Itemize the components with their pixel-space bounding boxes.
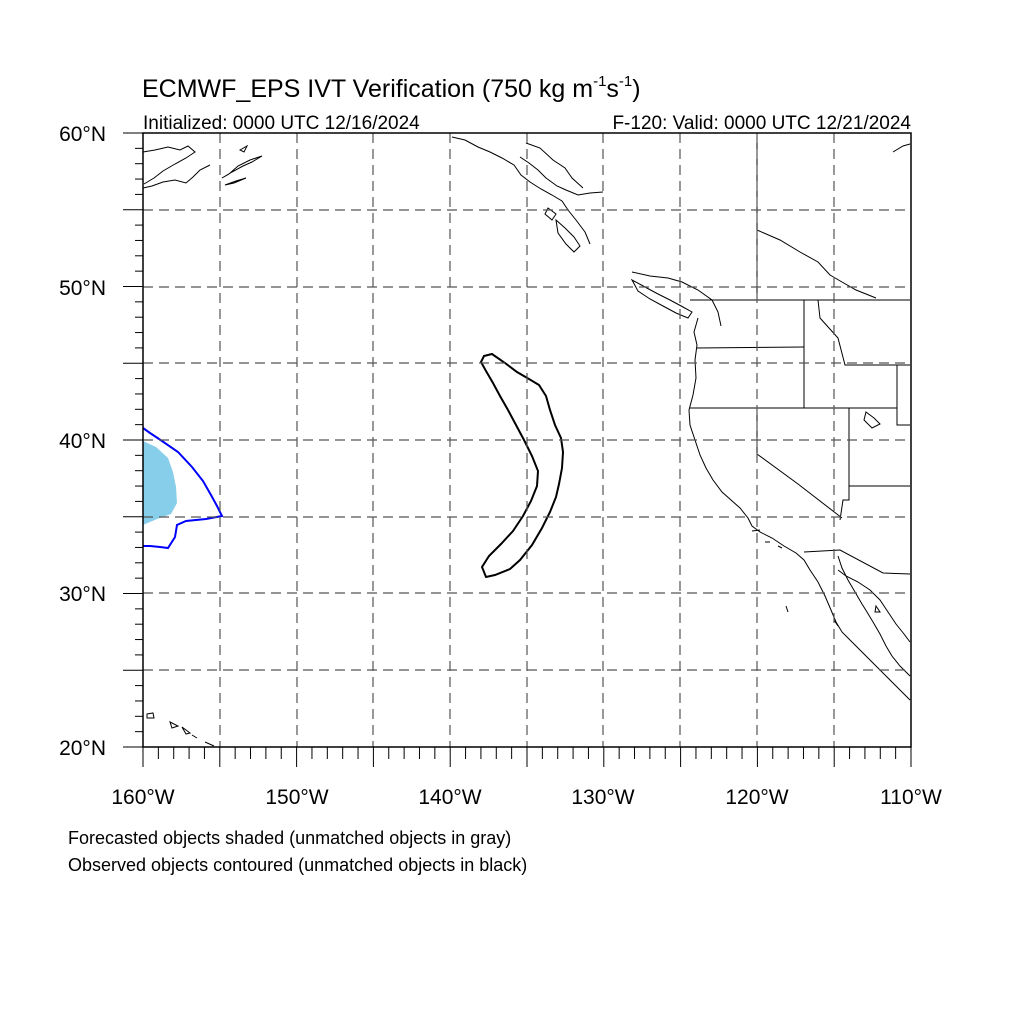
lat-label-30: 30°N (59, 583, 106, 606)
coastlines (142, 133, 911, 747)
lon-label-160w: 160°W (111, 786, 174, 809)
lon-label-120w: 120°W (725, 786, 788, 809)
lon-label-150w: 150°W (265, 786, 328, 809)
lon-label-130w: 130°W (571, 786, 634, 809)
lon-label-140w: 140°W (418, 786, 481, 809)
footnote-observed: Observed objects contoured (unmatched ob… (68, 855, 527, 875)
forecast-object-shaded (143, 441, 177, 525)
lat-axis-labels: 60°N 50°N 40°N 30°N 20°N (59, 123, 106, 760)
observed-object-matched-contour (142, 427, 224, 550)
lon-axis-labels: 160°W 150°W 140°W 130°W 120°W 110°W (111, 786, 942, 809)
observed-object-unmatched-contour (479, 352, 565, 579)
init-time-label: Initialized: 0000 UTC 12/16/2024 (143, 113, 420, 134)
map-title: ECMWF_EPS IVT Verification (750 kg m-1s-… (142, 73, 641, 103)
lat-label-40: 40°N (59, 430, 106, 453)
lat-label-20: 20°N (59, 737, 106, 760)
lat-label-50: 50°N (59, 277, 106, 300)
axis-ticks (123, 132, 912, 767)
graticule (143, 133, 911, 747)
footnote-forecast: Forecasted objects shaded (unmatched obj… (68, 828, 511, 848)
lat-label-60: 60°N (59, 123, 106, 146)
valid-time-label: F-120: Valid: 0000 UTC 12/21/2024 (612, 113, 911, 134)
lon-label-110w: 110°W (880, 786, 942, 809)
